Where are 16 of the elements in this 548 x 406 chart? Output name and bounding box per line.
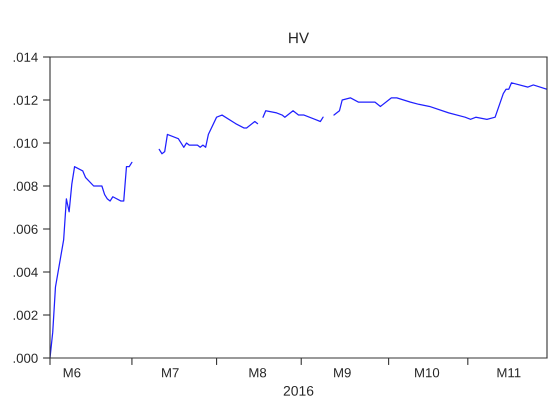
x-tick-label: M8	[249, 368, 266, 378]
y-tick-label: .010	[14, 138, 38, 148]
x-tick-label: M6	[64, 368, 80, 378]
y-tick-label: .002	[14, 310, 38, 320]
x-tick-label: M7	[162, 368, 179, 378]
y-tick-label: .012	[14, 96, 38, 105]
x-axis-title: 2016	[284, 386, 314, 396]
y-tick-label: .014	[14, 52, 38, 62]
y-tick-label: .006	[14, 224, 38, 234]
y-tick-label: .000	[14, 354, 38, 363]
y-tick-label: .004	[14, 268, 38, 277]
x-tick-label: M11	[498, 368, 520, 378]
x-tick-label: M9	[334, 368, 351, 378]
y-tick-label: .008	[14, 182, 38, 191]
x-tick-label: M10	[415, 368, 440, 378]
chart-title: HV	[289, 32, 310, 44]
